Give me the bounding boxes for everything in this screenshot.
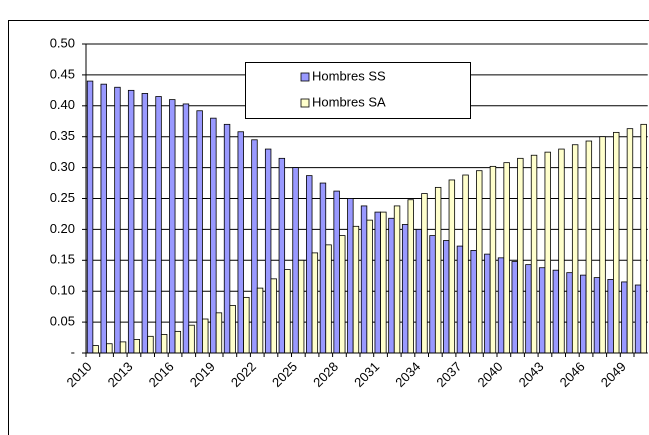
- bar: [434, 186, 442, 354]
- bar: [552, 269, 560, 354]
- bar: [119, 341, 127, 354]
- y-tick-label: 0.35: [50, 128, 75, 143]
- bar: [503, 162, 510, 354]
- bar: [476, 170, 483, 354]
- bar: [347, 198, 354, 354]
- bar: [251, 139, 258, 354]
- bar: [100, 83, 107, 354]
- bar: [333, 190, 340, 354]
- bar: [278, 157, 286, 354]
- bar: [160, 334, 168, 354]
- bar: [237, 131, 244, 354]
- bar: [525, 264, 532, 354]
- bar: [106, 343, 113, 354]
- bar: [585, 140, 593, 354]
- bar: [319, 182, 327, 354]
- bar: [374, 211, 381, 354]
- bar: [169, 99, 176, 354]
- bar: [530, 154, 538, 354]
- legend-box: [245, 62, 471, 119]
- legend-label: Hombres SA: [312, 94, 386, 109]
- y-tick-label: 0.30: [50, 159, 75, 174]
- bar: [182, 103, 190, 354]
- bar: [407, 199, 414, 354]
- bar: [470, 250, 477, 354]
- bar: [292, 167, 299, 354]
- bar: [215, 312, 223, 354]
- y-tick-label: 0.40: [50, 97, 75, 112]
- bar: [571, 144, 579, 354]
- bar: [421, 193, 428, 354]
- bar: [566, 272, 573, 354]
- y-tick-label: -: [71, 344, 75, 359]
- bar: [599, 136, 606, 354]
- bar: [388, 217, 395, 354]
- bar: [155, 96, 162, 354]
- bar: [415, 228, 423, 354]
- bar: [360, 205, 368, 354]
- bar: [380, 211, 387, 354]
- bar: [256, 287, 264, 354]
- bar: [264, 148, 272, 354]
- legend-label: Hombres SS: [312, 68, 386, 83]
- bar: [325, 244, 332, 354]
- bar: [544, 151, 551, 354]
- y-tick-label: 0.10: [50, 283, 75, 298]
- legend-swatch: [300, 98, 310, 108]
- bar: [393, 205, 401, 354]
- bar: [92, 345, 99, 354]
- y-tick-label: 0.15: [50, 252, 75, 267]
- bar: [634, 284, 642, 354]
- bar: [133, 339, 140, 354]
- bar: [517, 157, 524, 354]
- bar: [297, 259, 305, 354]
- bar: [243, 296, 250, 354]
- bar: [558, 148, 565, 354]
- bar: [210, 117, 217, 354]
- bar: [538, 267, 546, 354]
- bar: [613, 131, 620, 354]
- bar: [443, 240, 450, 354]
- bar: [86, 80, 94, 354]
- bar: [352, 225, 360, 354]
- bar: [229, 305, 236, 354]
- bar: [607, 279, 614, 354]
- bar: [626, 128, 634, 354]
- bar: [640, 123, 647, 354]
- bar: [306, 175, 313, 354]
- bar: [141, 93, 149, 354]
- bar: [311, 252, 319, 354]
- bar: [497, 257, 505, 354]
- bar: [174, 330, 182, 354]
- bar: [401, 224, 409, 354]
- y-tick-label: 0.05: [50, 314, 75, 329]
- bar: [456, 245, 464, 354]
- bar: [366, 219, 373, 354]
- bar: [202, 318, 209, 354]
- bar: [429, 235, 436, 354]
- y-tick-label: 0.50: [50, 35, 75, 50]
- bar: [484, 253, 491, 354]
- bar: [462, 174, 469, 354]
- bar: [511, 261, 518, 354]
- bar: [147, 335, 154, 354]
- bar: [284, 269, 291, 354]
- bar: [223, 123, 231, 354]
- bar: [621, 281, 628, 354]
- bar: [188, 324, 195, 354]
- y-tick-label: 0.45: [50, 66, 75, 81]
- bar: [196, 110, 203, 354]
- bar: [114, 86, 121, 354]
- bar: [448, 179, 456, 354]
- bar: [339, 235, 346, 354]
- legend-swatch: [300, 72, 310, 82]
- bar: [580, 274, 587, 354]
- y-tick-label: 0.25: [50, 190, 75, 205]
- bar: [489, 165, 497, 354]
- y-tick-label: 0.20: [50, 221, 75, 236]
- bar: [127, 89, 135, 354]
- bar: [270, 278, 277, 354]
- bar: [593, 277, 601, 354]
